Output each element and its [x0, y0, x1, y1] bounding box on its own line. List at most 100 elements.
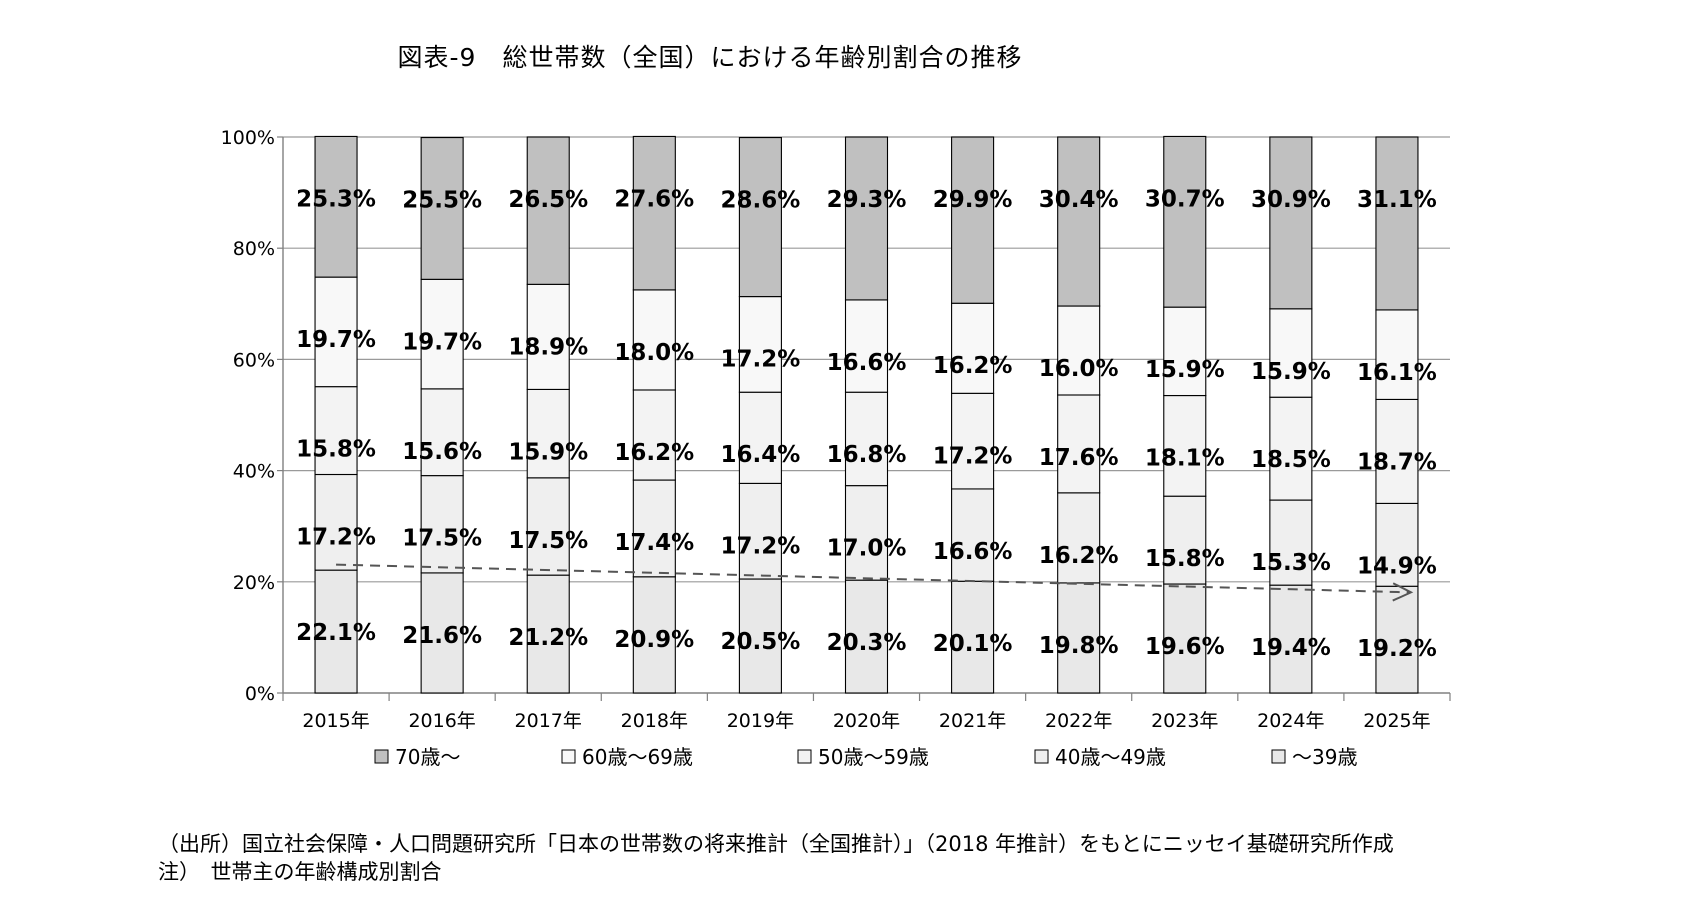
data-label: 19.6%: [1145, 634, 1225, 660]
data-label: 19.2%: [1357, 636, 1437, 662]
y-tick-label: 0%: [245, 683, 275, 705]
x-tick-label: 2017年: [515, 710, 582, 732]
data-label: 16.2%: [614, 440, 694, 466]
bar-segment: [738, 578, 782, 694]
trend-arrow-line: [336, 563, 1411, 594]
bar-segment: [1057, 305, 1101, 396]
data-label: 15.3%: [1251, 550, 1331, 576]
data-label: 20.9%: [614, 627, 694, 653]
bar-segment: [951, 136, 995, 304]
data-label: 19.7%: [402, 329, 482, 355]
legend-label: 70歳～: [395, 745, 460, 769]
y-tick-label: 40%: [233, 461, 275, 483]
data-label: 17.2%: [721, 533, 801, 559]
data-label: 30.4%: [1039, 187, 1119, 213]
y-tick-label: 100%: [221, 127, 275, 149]
data-label: 30.7%: [1145, 186, 1225, 212]
legend: 70歳～ 60歳～69歳 50歳～59歳 40歳～49歳 ～39歳: [374, 745, 1357, 769]
data-label: 18.1%: [1145, 446, 1225, 472]
x-tick-label: 2024年: [1257, 710, 1324, 732]
data-label: 18.5%: [1251, 447, 1331, 473]
data-label: 16.2%: [1039, 543, 1119, 569]
data-label: 16.6%: [933, 539, 1013, 565]
x-tick-label: 2020年: [833, 710, 900, 732]
data-label: 19.7%: [296, 327, 376, 353]
bar-segment: [1375, 136, 1419, 311]
data-label: 21.2%: [508, 625, 588, 651]
bar-segment: [632, 289, 676, 391]
data-label: 29.3%: [827, 187, 907, 213]
bar-segment: [951, 302, 995, 394]
x-tick-label: 2021年: [939, 710, 1006, 732]
annotations: [336, 563, 1414, 602]
data-label: 27.6%: [614, 186, 694, 212]
bar-segment: [951, 488, 995, 582]
bar-segment: [844, 579, 889, 694]
legend-label: 50歳～59歳: [818, 745, 929, 769]
legend-swatch: [1271, 749, 1286, 764]
bars: [314, 135, 1419, 694]
bar-segment: [314, 386, 358, 476]
bar-segment: [738, 482, 782, 580]
bar-segment: [420, 572, 464, 694]
bar-segment: [738, 137, 782, 298]
data-label: 16.6%: [827, 350, 907, 376]
bar-segment: [526, 388, 570, 479]
bar-segment: [1375, 309, 1419, 400]
data-label: 29.9%: [933, 187, 1013, 213]
data-label: 17.2%: [721, 347, 801, 373]
data-label: 16.0%: [1039, 356, 1119, 382]
bar-segment: [632, 576, 676, 694]
data-label: 15.9%: [1251, 359, 1331, 385]
bar-segment: [1057, 394, 1101, 494]
bar-segment: [420, 137, 464, 280]
y-tick-label: 20%: [233, 572, 275, 594]
axes: 0% 20% 40% 60% 80% 100% 2015年 2016年 2017年 2018年 20…: [221, 127, 1451, 732]
legend-label: ～39歳: [1292, 745, 1357, 769]
data-label: 15.6%: [402, 439, 482, 465]
x-tick-label: 2015年: [302, 710, 369, 732]
data-label: 18.9%: [508, 334, 588, 360]
y-tick-label: 80%: [233, 238, 275, 260]
data-label: 17.0%: [827, 536, 907, 562]
bar-segment: [738, 391, 782, 484]
bar-segment: [314, 135, 358, 278]
data-label: 15.9%: [1145, 357, 1225, 383]
bar-segment: [844, 391, 889, 487]
bar-segment: [526, 136, 570, 285]
bar-segment: [844, 299, 889, 393]
bar-segment: [1163, 135, 1207, 308]
bar-segment: [951, 392, 995, 490]
legend-swatch: [1034, 749, 1049, 764]
bar-segment: [1375, 502, 1419, 587]
data-label: 26.5%: [508, 187, 588, 213]
data-label: 21.6%: [402, 623, 482, 649]
bar-segment: [1163, 306, 1207, 397]
bar-segment: [844, 136, 889, 301]
bar-segment: [1057, 136, 1101, 307]
bar-segment: [632, 389, 676, 481]
data-label: 15.8%: [296, 437, 376, 463]
data-label: 30.9%: [1251, 187, 1331, 213]
data-label: 18.0%: [614, 340, 694, 366]
bar-segment: [420, 388, 464, 477]
chart-title: 図表-9 総世帯数（全国）における年齢別割合の推移: [397, 43, 1023, 72]
bar-segment: [1269, 136, 1313, 310]
footnote: 注） 世帯主の年齢構成別割合: [158, 860, 442, 884]
x-tick-label: 2023年: [1151, 710, 1218, 732]
y-tick-label: 60%: [233, 349, 275, 371]
data-label: 18.7%: [1357, 449, 1437, 475]
bar-segment: [738, 296, 782, 393]
bar-segment: [526, 477, 570, 576]
bar-segment: [1269, 499, 1313, 586]
bar-segment: [1375, 585, 1419, 694]
x-tick-label: 2025年: [1363, 710, 1430, 732]
bar-segment: [1163, 394, 1207, 497]
bar-segment: [420, 475, 464, 574]
legend-swatch: [797, 749, 812, 764]
data-label: 28.6%: [721, 188, 801, 214]
data-labels: 22.1% 17.2% 15.8% 19.7% 25.3% 21.6% 17.5% 15.6%…: [296, 186, 1437, 662]
data-label: 20.5%: [721, 629, 801, 655]
data-label: 20.3%: [827, 630, 907, 656]
